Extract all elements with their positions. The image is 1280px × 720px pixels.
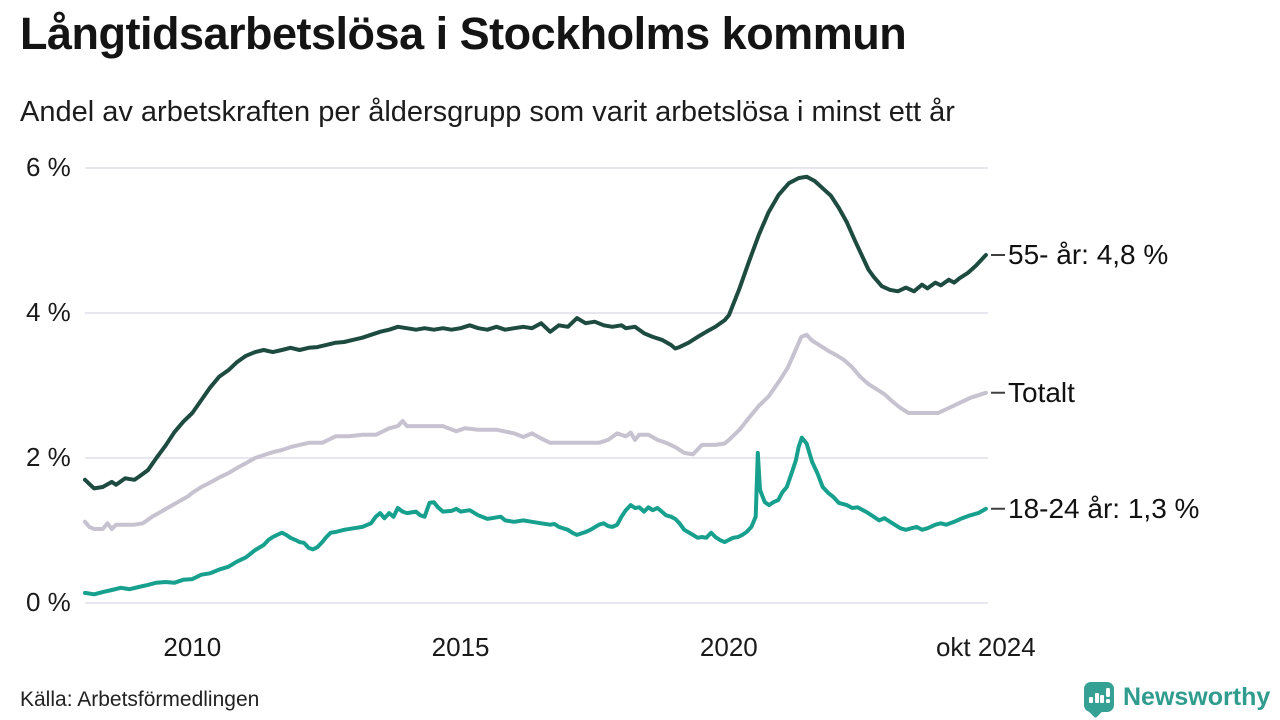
x-tick-label: 2020: [699, 632, 758, 662]
newsworthy-brand: Newsworthy: [1084, 682, 1271, 719]
y-tick-label: 4 %: [26, 296, 71, 327]
logo-bar-icon: [1094, 693, 1099, 703]
x-tick-label: 2015: [431, 632, 490, 662]
series-end-label: 55- år: 4,8 %: [1008, 239, 1169, 270]
chart-subtitle: Andel av arbetskraften per åldersgrupp s…: [20, 96, 955, 128]
series-line-0: [83, 174, 988, 491]
x-tick-label: 2010: [163, 632, 222, 662]
page-title: Långtidsarbetslösa i Stockholms kommun: [20, 8, 907, 59]
logo-bar-icon: [1089, 697, 1093, 703]
series-end-label: 18-24 år: 1,3 %: [1008, 492, 1200, 524]
series-line-1: [83, 332, 988, 531]
newsworthy-brand-text: Newsworthy: [1123, 682, 1271, 711]
logo-bar-icon: [1100, 695, 1104, 703]
y-tick-label: 0 %: [26, 586, 71, 617]
logo-exclamation-icon: [1105, 688, 1110, 697]
x-tick-label: okt 2024: [935, 632, 1036, 662]
series-end-label: Totalt: [1008, 376, 1075, 408]
newsworthy-logo-icon: [1084, 682, 1114, 719]
source-note: Källa: Arbetsförmedlingen: [20, 688, 260, 711]
logo-exclamation-dot: [1105, 699, 1110, 703]
series-line-2: [83, 435, 988, 597]
y-tick-label: 6 %: [26, 151, 71, 182]
y-tick-label: 2 %: [26, 441, 71, 472]
